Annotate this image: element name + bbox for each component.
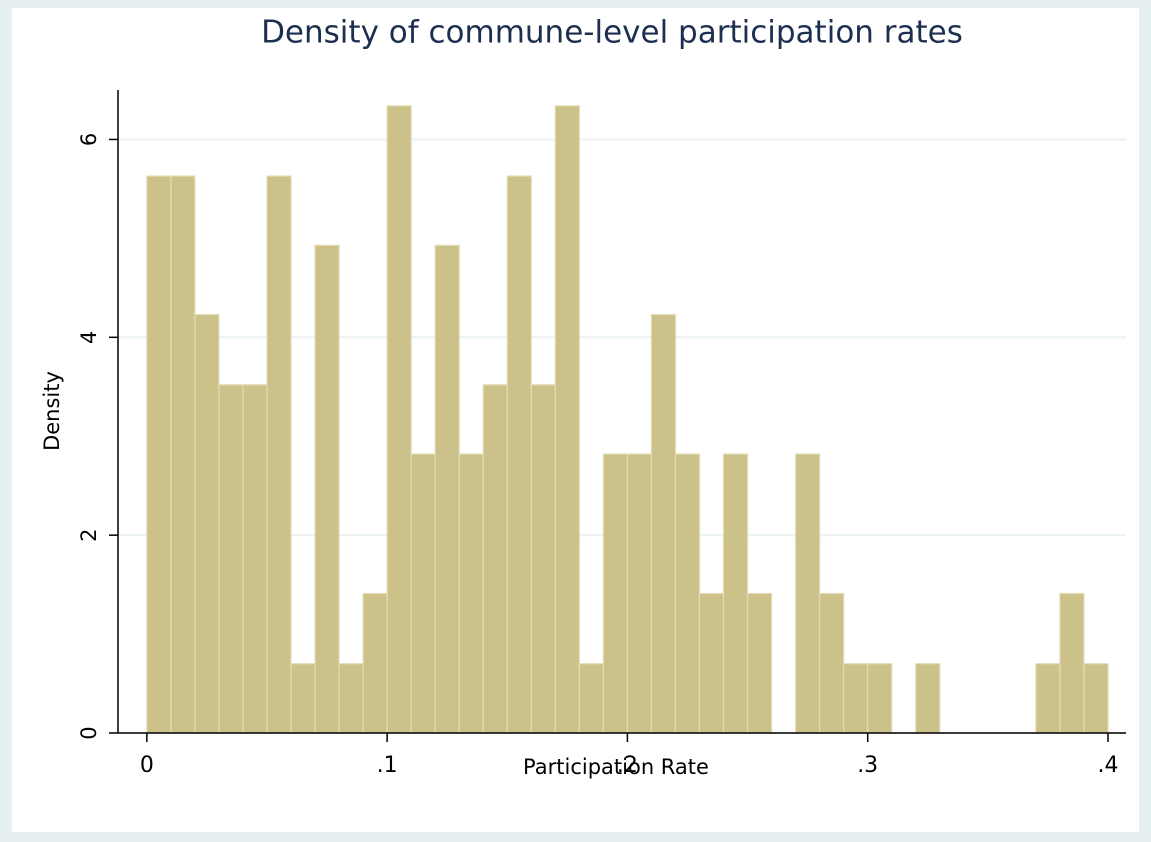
- bar: [795, 453, 821, 734]
- bar: [674, 453, 701, 734]
- bar: [314, 244, 340, 734]
- bar: [843, 663, 869, 734]
- bar: [650, 313, 677, 734]
- bar: [746, 592, 773, 734]
- x-tick-label: .3: [857, 753, 878, 778]
- bar: [722, 453, 749, 734]
- bar: [626, 453, 653, 734]
- bar: [218, 384, 244, 734]
- y-tick-label: 0: [77, 726, 101, 739]
- bar: [242, 384, 268, 734]
- bar: [194, 313, 220, 734]
- y-tick-label: 6: [77, 133, 101, 146]
- x-axis-title: Participation Rate: [523, 755, 709, 779]
- bar: [482, 384, 508, 734]
- bar: [819, 592, 845, 734]
- bar: [602, 453, 629, 734]
- x-tick-label: 0: [140, 753, 154, 778]
- bar: [530, 384, 556, 734]
- bar: [458, 453, 484, 734]
- x-tick-label: .2: [617, 753, 638, 778]
- bar: [434, 244, 460, 734]
- bar: [290, 663, 316, 734]
- bar: [698, 592, 725, 734]
- x-tick-label: .4: [1097, 753, 1118, 778]
- bar: [1035, 663, 1061, 734]
- y-tick-label: 4: [77, 331, 101, 344]
- y-axis-title: Density: [40, 371, 64, 451]
- bar: [578, 663, 604, 734]
- bar: [362, 592, 388, 734]
- bar: [1083, 663, 1109, 734]
- y-tick-label: 2: [77, 528, 101, 541]
- bar: [1059, 592, 1085, 734]
- bar: [867, 663, 893, 734]
- bar: [506, 175, 532, 734]
- bar: [146, 175, 172, 734]
- bar: [410, 453, 436, 734]
- bar: [386, 105, 412, 734]
- x-tick-label: .1: [377, 753, 398, 778]
- bar: [170, 175, 196, 734]
- bar: [915, 663, 941, 734]
- bar: [554, 105, 580, 734]
- chart-title: Density of commune-level participation r…: [261, 15, 963, 51]
- bar: [338, 663, 364, 734]
- bar: [266, 175, 292, 734]
